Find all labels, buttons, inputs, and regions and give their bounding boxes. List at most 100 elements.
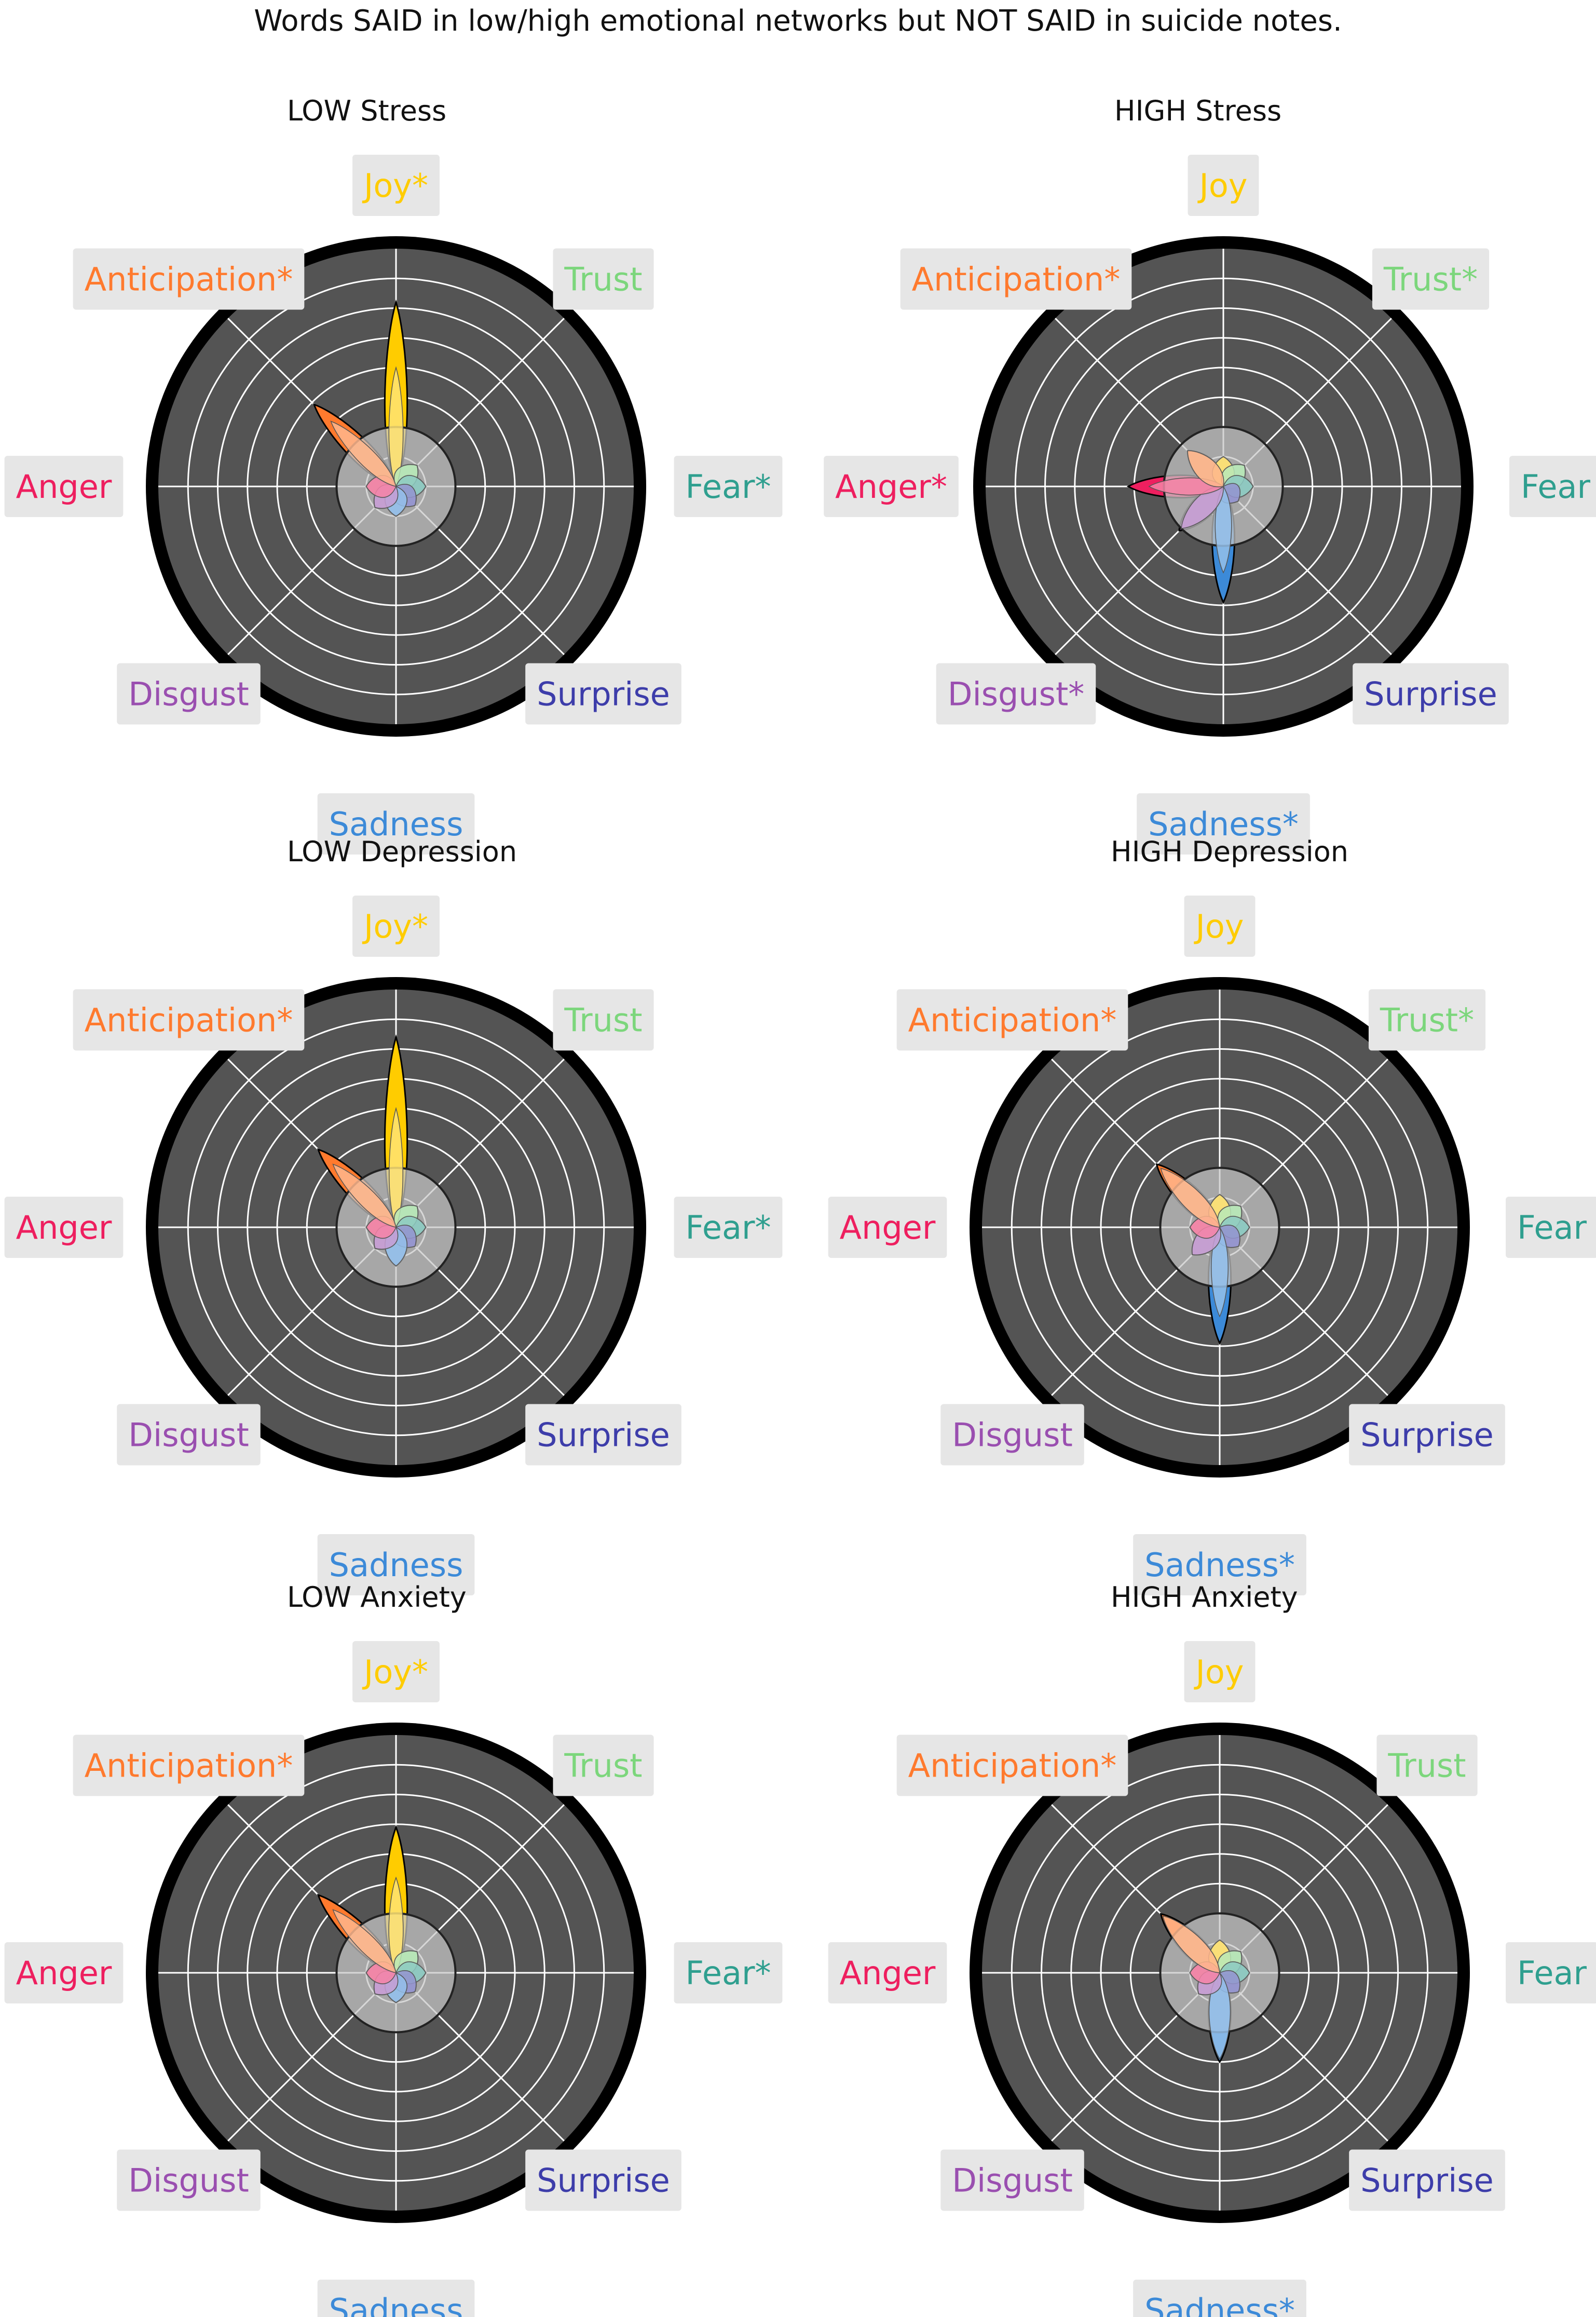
label-box [525,1404,681,1466]
label-box [940,1404,1084,1466]
label-text: Surprise [537,675,670,713]
label-sadness: Sadness [317,1534,475,1595]
label-text: Anticipation* [908,1001,1117,1039]
label-trust: Trust [553,989,654,1051]
label-surprise: Surprise [1349,1404,1505,1466]
label-anger: Anger* [824,456,959,517]
label-box [896,1735,1128,1796]
label-surprise: Surprise [525,663,681,725]
label-disgust: Disgust [940,1404,1084,1466]
label-joy: Joy [1188,155,1259,216]
label-box [1353,663,1509,725]
label-trust: Trust* [1368,989,1486,1051]
label-text: Joy* [362,907,428,945]
label-box [352,155,440,216]
label-anticipation: Anticipation* [900,248,1132,310]
label-fear: Fear* [674,1197,783,1258]
chart-title: LOW Depression [287,835,517,868]
label-box [1372,248,1490,310]
label-text: Fear [1521,468,1590,506]
petal-inner-anticipation [1187,450,1224,487]
petal-inner-shape [1210,1226,1229,1318]
label-box [553,248,654,310]
label-text: Disgust [128,1416,249,1454]
label-text: Anger [840,1954,936,1992]
label-anticipation: Anticipation* [73,989,305,1051]
label-sadness: Sadness [317,2280,475,2317]
label-trust: Trust [553,1735,654,1796]
label-text: Disgust [952,2162,1073,2200]
petal-inner-joy [388,1876,404,1974]
petal-inner-shape [388,366,404,488]
label-text: Anticipation* [908,1746,1117,1784]
label-text: Anger* [835,468,947,506]
petal-inner-shape [330,421,397,487]
label-fear: Fear [1509,456,1596,517]
label-box [352,896,440,957]
label-text: Anger [16,1209,112,1246]
label-surprise: Surprise [1349,2149,1505,2211]
label-text: Fear* [686,1209,771,1246]
label-fear: Fear [1506,1197,1596,1258]
label-text: Anger [840,1209,936,1246]
label-anticipation: Anticipation* [73,1735,305,1796]
chart-title: LOW Anxiety [287,1581,467,1614]
label-joy: Joy [1184,1641,1256,1702]
label-trust: Trust* [1372,248,1490,310]
label-box [117,1404,261,1466]
label-disgust: Disgust [117,2149,261,2211]
petal-inner-shape [332,1163,397,1228]
label-text: Joy [1194,907,1244,945]
label-box [4,1197,124,1258]
label-box [1349,2149,1505,2211]
label-text: Disgust* [948,675,1085,713]
petal-inner-shape [1160,1168,1220,1228]
label-disgust: Disgust [117,1404,261,1466]
chart-title: HIGH Depression [1111,835,1348,868]
chart-title: HIGH Stress [1114,94,1281,127]
label-sadness: Sadness [317,793,475,855]
label-text: Sadness* [1148,805,1299,843]
petal-inner-sadness [1208,1972,1231,2060]
label-text: Sadness* [1144,1546,1295,1584]
label-text: Fear [1517,1954,1587,1992]
label-box [317,2280,475,2317]
petal-inner-shape [1187,450,1224,487]
label-surprise: Surprise [525,1404,681,1466]
label-text: Trust [564,1746,642,1784]
label-text: Fear* [686,1954,771,1992]
label-text: Anger [16,1954,112,1992]
label-text: Surprise [537,1416,670,1454]
label-anticipation: Anticipation* [896,989,1128,1051]
label-text: Joy* [362,1653,428,1691]
petal-inner-shape [388,1876,404,1974]
label-box [4,456,124,517]
label-text: Sadness [329,805,463,843]
label-text: Trust* [1383,260,1478,298]
label-joy: Joy* [352,896,440,957]
label-trust: Trust [553,248,654,310]
label-box [1349,1404,1505,1466]
label-text: Disgust [128,2162,249,2200]
petal-inner-shape [1215,485,1232,574]
chart-title: LOW Stress [287,94,446,127]
petal-inner-anticipation [332,1163,397,1228]
label-text: Trust [1387,1746,1466,1784]
label-text: Trust [564,1001,642,1039]
label-box [117,663,261,725]
label-box [1184,896,1256,957]
label-anticipation: Anticipation* [896,1735,1128,1796]
petal-inner-joy [388,366,404,488]
petal-inner-anticipation [1162,1915,1220,1973]
label-box [525,2149,681,2211]
label-fear: Fear* [674,456,783,517]
label-text: Anger [16,468,112,506]
petal-inner-shape [388,1107,404,1229]
label-text: Joy* [362,167,428,205]
label-fear: Fear [1506,1942,1596,2003]
label-box [553,1735,654,1796]
petal-inner-anticipation [1160,1168,1220,1228]
